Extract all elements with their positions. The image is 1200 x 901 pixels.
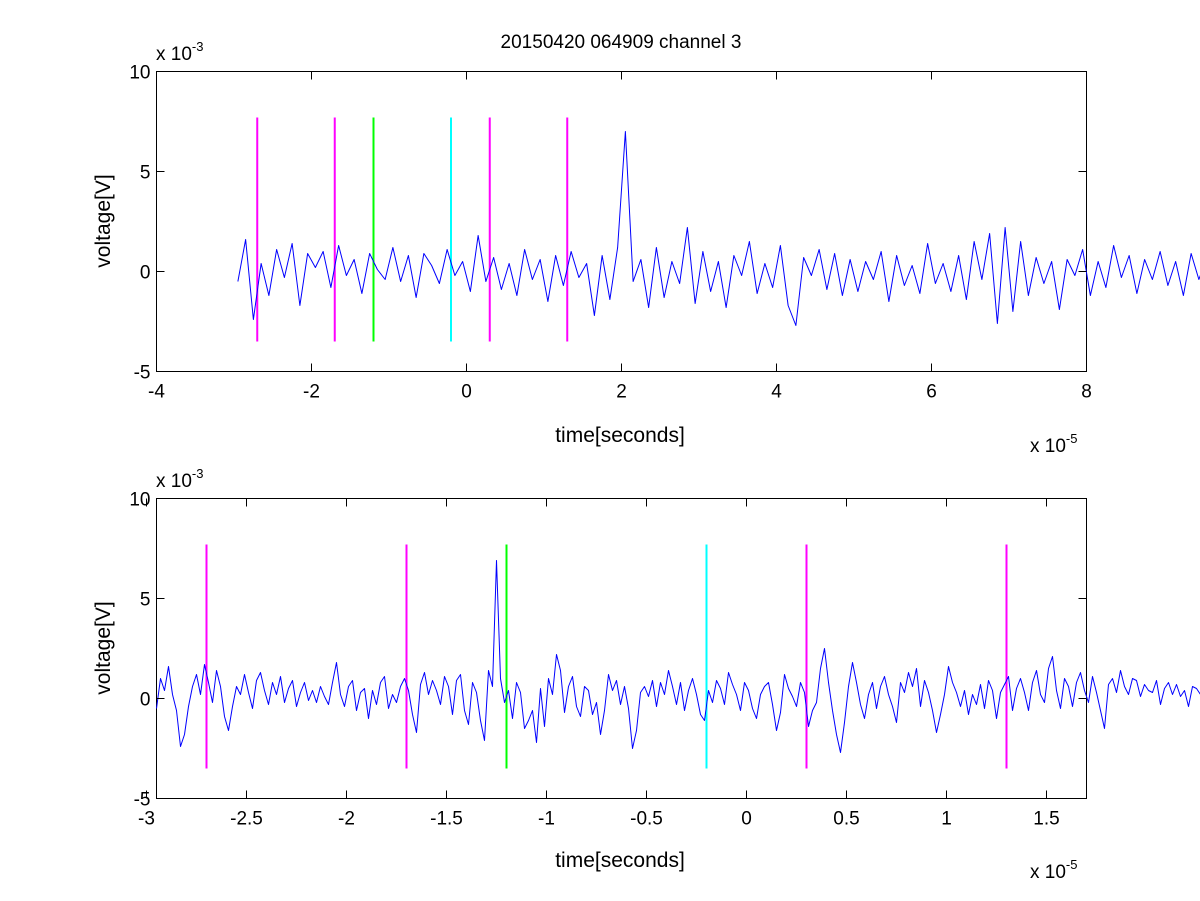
bottom-event-markers	[205, 544, 1008, 769]
bottom-x-exponent: x 10-5	[1030, 857, 1077, 883]
top-x-axis-label: time[seconds]	[555, 424, 685, 447]
top-y-axis-label: voltage[V]	[92, 174, 115, 267]
top-x-tick-label: 4	[771, 382, 782, 403]
bottom-axes-frame	[156, 498, 1087, 799]
bottom-x-tick-label: -1	[538, 809, 555, 830]
bottom-y-tick-label: 10	[129, 490, 150, 511]
bottom-y-tick-label: 0	[140, 690, 151, 711]
top-y-tick-label: 5	[140, 163, 151, 184]
bottom-x-tick-label: 1.5	[1033, 809, 1059, 830]
top-x-tick-label: 0	[461, 382, 472, 403]
bottom-x-ticks: -3 -2.5 -2 -1.5 -1 -0.5 0 0.5 1 1.5	[138, 498, 1060, 830]
top-y-tick-label: -5	[134, 363, 151, 384]
top-axes-frame	[156, 71, 1087, 372]
top-y-ticks: -5 0 5 10	[129, 63, 1087, 384]
bottom-x-tick-label: -1.5	[430, 809, 463, 830]
top-x-tick-label: -2	[303, 382, 320, 403]
top-x-exponent: x 10-5	[1030, 431, 1077, 457]
bottom-signal-series	[156, 560, 1200, 753]
top-event-markers	[256, 117, 569, 342]
top-subplot: -4 -2 0 2 4 6 8 -5 0 5 10 time[seconds] voltage[V…	[92, 39, 1200, 457]
bottom-x-tick-label: -2.5	[230, 809, 263, 830]
bottom-x-tick-label: -2	[338, 809, 355, 830]
bottom-y-exponent: x 10-3	[156, 466, 203, 492]
top-x-tick-label: 8	[1081, 382, 1092, 403]
top-y-tick-label: 0	[140, 263, 151, 284]
top-x-tick-label: -4	[148, 382, 165, 403]
bottom-x-tick-label: -0.5	[630, 809, 663, 830]
figure-title: 20150420 064909 channel 3	[501, 32, 742, 53]
bottom-x-tick-label: -3	[138, 809, 155, 830]
top-signal-series	[237, 131, 1200, 326]
bottom-x-axis-label: time[seconds]	[555, 849, 685, 872]
top-x-tick-label: 2	[616, 382, 627, 403]
top-y-tick-label: 10	[129, 63, 150, 84]
top-signal-line	[237, 131, 1200, 326]
bottom-subplot: -3 -2.5 -2 -1.5 -1 -0.5 0 0.5 1 1.5 -5 0 5 10 time[s…	[92, 466, 1200, 883]
bottom-x-tick-label: 0.5	[833, 809, 859, 830]
bottom-x-tick-label: 0	[741, 809, 752, 830]
bottom-y-tick-label: -5	[134, 790, 151, 811]
top-x-ticks: -4 -2 0 2 4 6 8	[148, 71, 1092, 403]
bottom-y-ticks: -5 0 5 10	[129, 490, 1087, 811]
bottom-x-tick-label: 1	[941, 809, 952, 830]
top-x-tick-label: 6	[926, 382, 937, 403]
bottom-y-tick-label: 5	[140, 590, 151, 611]
top-y-exponent: x 10-3	[156, 39, 203, 65]
bottom-y-axis-label: voltage[V]	[92, 601, 115, 694]
bottom-signal-line	[156, 560, 1200, 753]
